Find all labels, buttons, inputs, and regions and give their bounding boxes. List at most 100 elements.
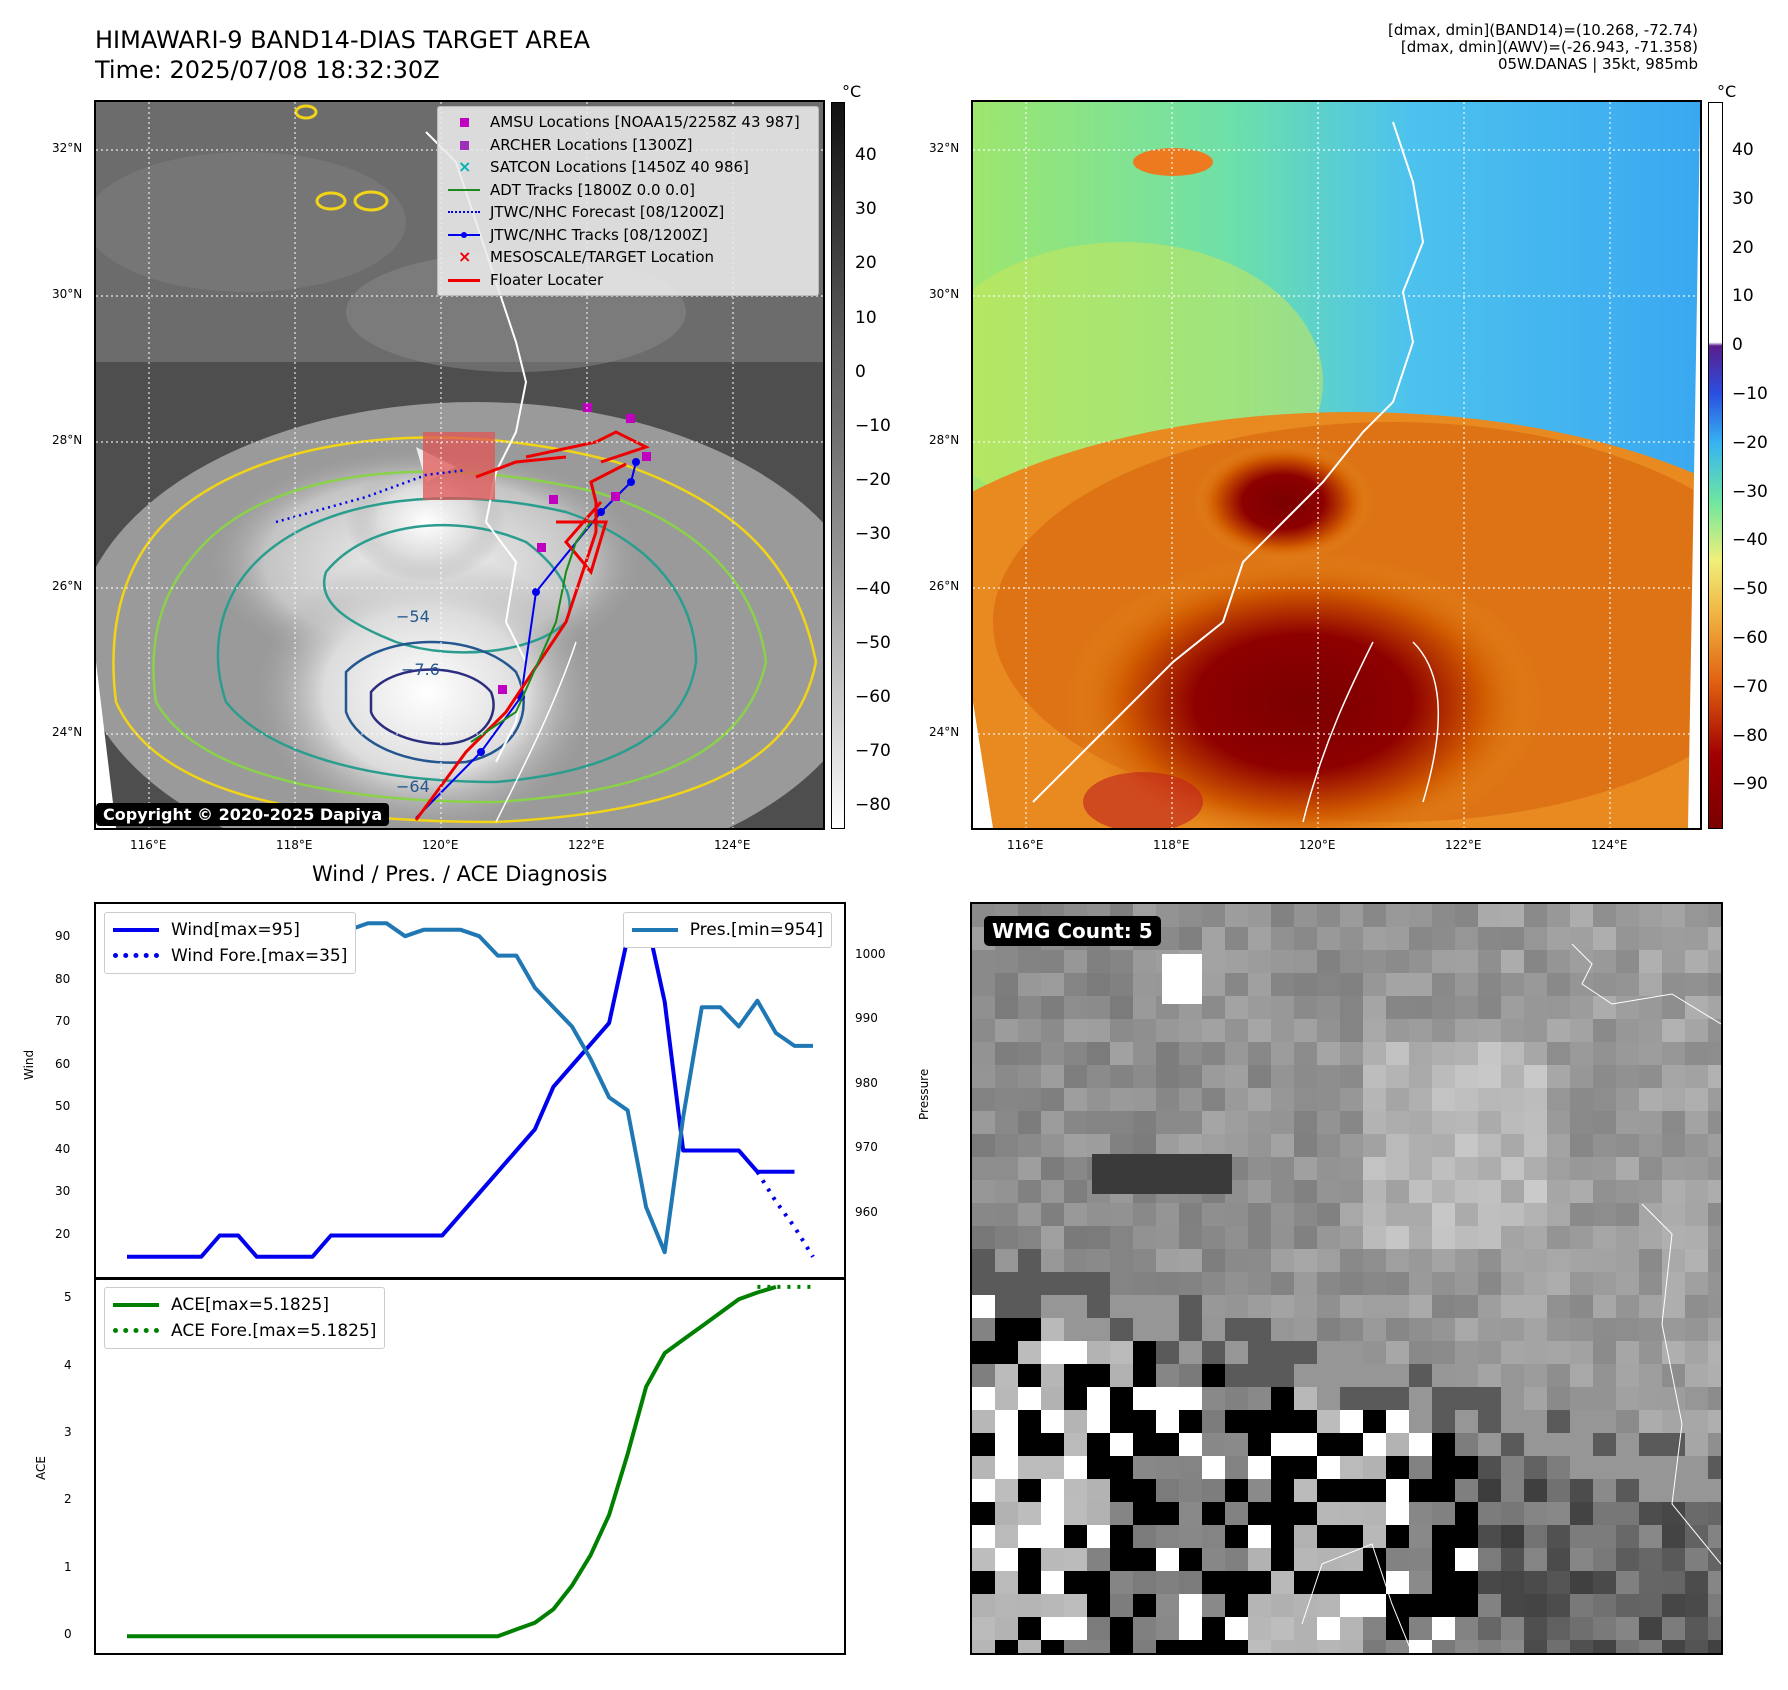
colorbar-tick: −60	[855, 687, 891, 707]
pressure-tick: 990	[855, 1011, 878, 1026]
legend-item: JTWC/NHC Forecast [08/1200Z]	[446, 201, 810, 224]
ace-axis-label: ACE	[34, 1456, 48, 1480]
contour-label: −54	[396, 607, 430, 626]
lat-tick: 24°N	[52, 725, 83, 739]
legend-item: Wind Fore.[max=35]	[113, 943, 347, 969]
ace-tick: 0	[64, 1627, 72, 1642]
ir-colorbar	[831, 102, 845, 829]
ir-map-panel[interactable]: −7.6 −64 −54	[94, 100, 825, 830]
wind-pressure-chart[interactable]: Wind[max=95] Wind Fore.[max=35] Pres.[mi…	[94, 902, 846, 1280]
pressure-legend: Pres.[min=954]	[622, 912, 832, 948]
colorbar-tick: −70	[855, 741, 891, 762]
legend-item: JTWC/NHC Tracks [08/1200Z]	[446, 224, 810, 247]
colorbar-tick: 0	[1732, 335, 1743, 356]
lon-tick: 118°E	[1153, 838, 1190, 852]
pressure-tick: 1000	[855, 946, 886, 961]
stats-line-band14: [dmax, dmin](BAND14)=(10.268, -72.74)	[1387, 21, 1698, 39]
ace-tick: 4	[64, 1357, 72, 1372]
colorbar-tick: 40	[1732, 140, 1754, 160]
legend-item: AMSU Locations [NOAA15/2258Z 43 987]	[446, 111, 810, 134]
wind-tick: 20	[55, 1226, 71, 1241]
lon-tick: 116°E	[130, 838, 167, 852]
awv-map-panel[interactable]	[971, 100, 1702, 830]
red-line-icon	[448, 278, 480, 282]
colorbar-tick: 0	[855, 361, 866, 382]
ace-tick: 3	[64, 1424, 72, 1439]
figure-time: Time: 2025/07/08 18:32:30Z	[95, 56, 440, 84]
purple-square-icon	[460, 140, 469, 150]
colorbar-tick: −30	[855, 524, 891, 545]
lat-tick: 32°N	[929, 141, 960, 155]
colorbar-tick: 20	[1732, 237, 1754, 258]
cyan-x-icon: ×	[458, 157, 472, 177]
wind-tick: 70	[55, 1014, 71, 1028]
contour-label: −64	[396, 777, 430, 796]
colorbar-tick: −30	[1732, 481, 1768, 502]
legend-item: Pres.[min=954]	[631, 917, 823, 943]
colorbar-tick: −40	[855, 578, 891, 599]
legend-item: Floater Locater	[446, 269, 810, 292]
lon-tick: 124°E	[1591, 838, 1628, 852]
wmg-svg	[972, 904, 1721, 1653]
colorbar-tick: −60	[1732, 628, 1768, 648]
legend-item: Wind[max=95]	[113, 917, 347, 943]
blue-line-icon	[113, 928, 159, 932]
magenta-square-icon	[460, 118, 469, 128]
legend-item: ADT Tracks [1800Z 0.0 0.0]	[446, 179, 810, 202]
green-line-icon	[448, 188, 480, 191]
lat-tick: 26°N	[929, 579, 960, 593]
colorbar-tick: 20	[855, 253, 877, 274]
awv-map-svg	[973, 102, 1700, 828]
legend-item: ARCHER Locations [1300Z]	[446, 134, 810, 157]
colorbar-tick: 10	[1732, 286, 1754, 307]
colorbar-tick: 10	[855, 307, 877, 328]
pressure-axis-label: Pressure	[917, 1068, 931, 1120]
diagnosis-title: Wind / Pres. / ACE Diagnosis	[312, 862, 608, 886]
colorbar-tick: −90	[1732, 774, 1768, 795]
colorbar-tick: 40	[855, 145, 877, 165]
series-line	[755, 1170, 815, 1258]
stats-line-awv: [dmax, dmin](AWV)=(-26.943, -71.358)	[1400, 38, 1698, 56]
lon-tick: 116°E	[1007, 838, 1044, 852]
copyright-badge: Copyright © 2020-2025 Dapiya	[96, 803, 390, 826]
wind-legend: Wind[max=95] Wind Fore.[max=35]	[104, 912, 357, 974]
steelblue-line-icon	[631, 928, 678, 932]
blue-dotted-line-icon	[113, 953, 159, 958]
lat-tick: 28°N	[52, 433, 83, 447]
series-line	[127, 914, 795, 1259]
figure-title: HIMAWARI-9 BAND14-DIAS TARGET AREA	[95, 26, 591, 54]
wmg-panel[interactable]: WMG Count: 5	[970, 902, 1723, 1655]
colorbar-tick: −80	[1732, 725, 1768, 746]
stats-block: [dmax, dmin](BAND14)=(10.268, -72.74) [d…	[1388, 22, 1698, 73]
lon-tick: 118°E	[276, 838, 313, 852]
series-line	[127, 1284, 777, 1639]
awv-colorbar-unit: °C	[1717, 82, 1737, 101]
ace-tick: 2	[64, 1492, 72, 1507]
lat-tick: 24°N	[929, 725, 960, 739]
legend-item: × SATCON Locations [1450Z 40 986]	[458, 157, 749, 177]
colorbar-tick: −20	[1732, 432, 1768, 453]
green-dotted-line-icon	[113, 1328, 159, 1333]
colorbar-tick: −70	[1732, 676, 1768, 697]
lon-tick: 120°E	[422, 838, 459, 852]
colorbar-tick: −40	[1732, 530, 1768, 551]
ace-legend: ACE[max=5.1825] ACE Fore.[max=5.1825]	[104, 1287, 386, 1349]
awv-colorbar	[1708, 102, 1723, 829]
wind-tick: 80	[55, 971, 71, 986]
pressure-tick: 970	[855, 1140, 878, 1155]
green-line-icon	[113, 1303, 159, 1307]
colorbar-tick: −20	[855, 470, 891, 491]
ace-svg	[127, 1284, 813, 1639]
colorbar-tick: −50	[1732, 579, 1768, 600]
lat-tick: 26°N	[52, 579, 83, 593]
legend-item: ACE Fore.[max=5.1825]	[113, 1318, 376, 1344]
stats-line-storm: 05W.DANAS | 35kt, 985mb	[1497, 55, 1698, 73]
colorbar-tick: −10	[1732, 384, 1768, 404]
lat-tick: 30°N	[52, 287, 83, 301]
contour-label: −7.6	[401, 660, 440, 679]
wind-tick: 90	[55, 929, 71, 943]
ace-chart[interactable]: ACE[max=5.1825] ACE Fore.[max=5.1825]	[94, 1277, 846, 1655]
lon-tick: 120°E	[1299, 838, 1336, 852]
wind-tick: 60	[55, 1056, 71, 1071]
pressure-tick: 960	[855, 1204, 878, 1219]
